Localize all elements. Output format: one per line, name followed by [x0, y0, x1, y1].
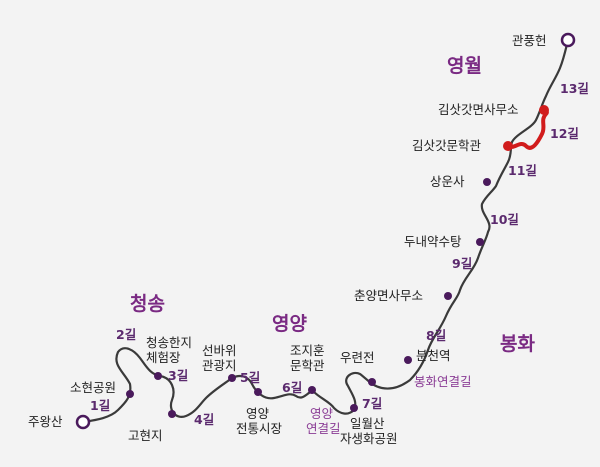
label-seonbawi-1: 선바위	[202, 343, 237, 358]
segment-10: 10길	[490, 212, 519, 227]
label-juwangsan: 주왕산	[28, 414, 63, 429]
segment-2: 2길	[116, 327, 136, 342]
label-yeongyang-connector-2: 연결길	[306, 421, 341, 436]
segment-8: 8길	[426, 328, 446, 343]
node-gohyeonji	[168, 410, 176, 418]
label-yeongyang-connector-1: 영양	[310, 406, 334, 421]
label-sangunsa: 상운사	[430, 174, 465, 189]
node-bunchyeon	[404, 356, 412, 364]
segment-3: 3길	[168, 368, 188, 383]
label-bunchyeon: 분천역	[416, 348, 451, 363]
segment-4: 4길	[194, 412, 214, 427]
region-yeongwol: 영월	[447, 55, 482, 77]
segment-1: 1길	[90, 398, 110, 413]
label-ilwolsan-1: 일월산	[350, 416, 385, 431]
label-cheongsong-hanji-2: 체험장	[146, 350, 181, 365]
label-chunyang-office: 춘양면사무소	[354, 288, 423, 303]
label-gohyeonji: 고현지	[128, 428, 163, 443]
node-ilwolsan	[350, 404, 358, 412]
label-sohyeon-park: 소현공원	[70, 380, 116, 395]
node-seonbawi	[228, 374, 236, 382]
region-cheongsong: 청송	[130, 293, 165, 315]
region-yeongyang: 영양	[272, 313, 307, 335]
label-kimsatgat-office: 김삿갓면사무소	[438, 102, 519, 117]
node-kimsatgat-office	[539, 105, 549, 115]
trail-line	[81, 38, 570, 424]
segment-12: 12길	[550, 126, 579, 141]
label-cheongsong-hanji-1: 청송한지	[146, 335, 192, 350]
node-dunae	[476, 238, 484, 246]
segment-9: 9길	[452, 256, 472, 271]
node-cheongsong-hanji	[154, 372, 162, 380]
label-yeongyang-market-1: 영양	[246, 406, 270, 421]
segment-13: 13길	[560, 81, 589, 96]
label-gwanpunghyeon: 관풍헌	[512, 33, 547, 48]
label-dunae: 두내약수탕	[404, 234, 462, 249]
node-sohyeon-park	[126, 390, 134, 398]
label-bonghwa-connector: 봉화연결길	[414, 374, 472, 389]
label-ilwolsan-2: 자생화공원	[340, 431, 398, 446]
label-seonbawi-2: 관광지	[202, 358, 237, 373]
segment-11: 11길	[508, 163, 537, 178]
region-bonghwa: 봉화	[500, 333, 535, 355]
segment-6: 6길	[282, 380, 302, 395]
node-yeongyang-market	[254, 388, 262, 396]
segment-5: 5길	[240, 370, 260, 385]
label-yeongyang-market-2: 전통시장	[236, 421, 283, 436]
label-uryeonjeon: 우련전	[340, 350, 375, 365]
node-jojihun	[308, 386, 316, 394]
segment-7: 7길	[362, 396, 382, 411]
node-chunyang-office	[444, 292, 452, 300]
label-kimsatgat-museum: 김삿갓문학관	[412, 138, 482, 153]
start-endpoint	[75, 414, 91, 430]
node-sangunsa	[483, 178, 491, 186]
label-jojihun-1: 조지훈	[290, 343, 325, 358]
node-uryeonjeon	[368, 378, 376, 386]
end-endpoint	[560, 32, 576, 48]
node-kimsatgat-museum	[503, 141, 513, 151]
label-jojihun-2: 문학관	[290, 358, 325, 373]
